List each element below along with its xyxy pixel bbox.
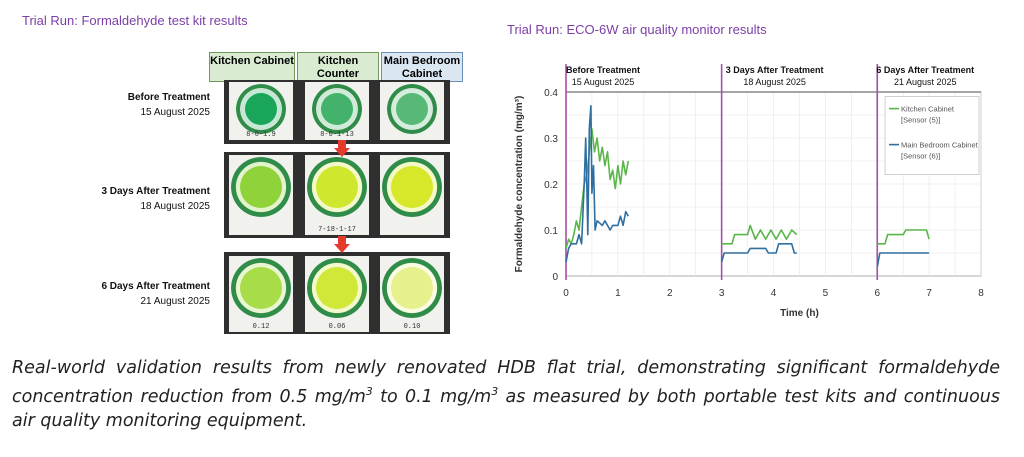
test-kit-card xyxy=(380,82,444,140)
arrow-down-icon xyxy=(334,244,350,253)
test-kit-solution xyxy=(387,263,437,313)
series-line xyxy=(876,252,930,267)
series-line xyxy=(721,224,798,245)
test-kit-solution xyxy=(387,162,437,212)
phase-label: 6 Days After Treatment xyxy=(876,65,974,75)
left-panel-title: Trial Run: Formaldehyde test kit results xyxy=(22,13,248,28)
test-kit-solution xyxy=(392,89,432,129)
test-kit-card: 8-0-1.9 xyxy=(229,82,293,140)
x-tick-label: 0 xyxy=(563,288,569,299)
x-axis-label: Time (h) xyxy=(780,308,819,319)
y-tick-label: 0.3 xyxy=(544,134,558,145)
arrow-down-icon xyxy=(334,148,350,157)
x-tick-label: 4 xyxy=(771,288,777,299)
card-handwritten-mark: 0.06 xyxy=(328,323,346,331)
phase-date: 18 August 2025 xyxy=(743,77,806,87)
row-date: 18 August 2025 xyxy=(140,201,210,212)
row-label-before: Before Treatment 15 August 2025 xyxy=(10,90,210,120)
test-kit-card: 0.10 xyxy=(380,256,444,332)
test-kit-solution xyxy=(312,162,362,212)
row-title: 3 Days After Treatment xyxy=(101,186,210,197)
y-tick-label: 0 xyxy=(552,272,558,283)
arrow-down-icon xyxy=(338,236,346,244)
card-handwritten-mark: 0.10 xyxy=(403,323,421,331)
x-tick-label: 8 xyxy=(978,288,984,299)
phase-date: 15 August 2025 xyxy=(572,77,635,87)
test-kit-card: 8-0-1-13 xyxy=(305,82,369,140)
caption-text-2: to 0.1 mg/m xyxy=(372,386,492,407)
y-axis-label: Formaldehyde concentration (mg/m³) xyxy=(514,96,525,273)
y-tick-label: 0.2 xyxy=(544,180,558,191)
formaldehyde-line-chart: 0 1 2 3 4 5 6 7 8 0 0.1 0.2 0.3 0.4 Time (h) Formaldehy… xyxy=(514,64,984,319)
column-header-main-bedroom-cabinet: Main Bedroom Cabinet xyxy=(381,52,463,82)
card-handwritten-mark: 8-0-1-13 xyxy=(320,131,354,139)
right-panel-title: Trial Run: ECO-6W air quality monitor re… xyxy=(507,22,767,37)
test-kit-card xyxy=(380,155,444,235)
test-kit-solution xyxy=(317,89,357,129)
caption-superscript: 3 xyxy=(365,385,373,398)
caption-text-1: Real-world validation results from newly… xyxy=(12,358,1000,407)
figure-caption: Real-world validation results from newly… xyxy=(12,356,1000,433)
x-tick-label: 5 xyxy=(823,288,829,299)
phase-label: Before Treatment xyxy=(566,65,640,75)
card-handwritten-mark: 8-0-1.9 xyxy=(246,131,276,139)
phase-date: 21 August 2025 xyxy=(894,77,957,87)
x-tick-label: 7 xyxy=(926,288,932,299)
legend-label: Main Bedroom Cabinet xyxy=(901,141,979,150)
x-tick-label: 6 xyxy=(874,288,880,299)
legend-label-sensor: [Sensor (5)] xyxy=(901,116,940,125)
y-tick-label: 0.4 xyxy=(544,88,558,99)
test-kit-solution xyxy=(236,162,286,212)
row-date: 15 August 2025 xyxy=(140,107,210,118)
test-kit-card: 7-18-1-17 xyxy=(305,155,369,235)
series-line xyxy=(877,229,930,245)
test-kit-solution xyxy=(312,263,362,313)
phase-label: 3 Days After Treatment xyxy=(726,65,824,75)
series-line xyxy=(565,128,630,249)
series-line xyxy=(565,105,629,263)
legend-label-sensor: [Sensor (6)] xyxy=(901,152,940,161)
card-handwritten-mark: 0.12 xyxy=(252,323,270,331)
row-date: 21 August 2025 xyxy=(140,296,210,307)
x-tick-label: 3 xyxy=(719,288,725,299)
legend-label: Kitchen Cabinet xyxy=(901,105,955,114)
test-kit-card xyxy=(229,155,293,235)
y-tick-label: 0.1 xyxy=(544,226,558,237)
legend-box xyxy=(884,96,980,175)
x-tick-label: 1 xyxy=(615,288,621,299)
test-kit-card: 0.12 xyxy=(229,256,293,332)
x-tick-label: 2 xyxy=(667,288,673,299)
test-kit-solution xyxy=(241,89,281,129)
test-kit-card: 0.06 xyxy=(305,256,369,332)
series-line xyxy=(720,243,797,263)
row-label-3days: 3 Days After Treatment 18 August 2025 xyxy=(10,184,210,214)
column-header-kitchen-cabinet: Kitchen Cabinet xyxy=(209,52,295,82)
card-handwritten-mark: 7-18-1-17 xyxy=(318,226,356,234)
row-label-6days: 6 Days After Treatment 21 August 2025 xyxy=(10,279,210,309)
row-title: 6 Days After Treatment xyxy=(101,281,210,292)
test-kit-solution xyxy=(236,263,286,313)
column-header-kitchen-counter: Kitchen Counter xyxy=(297,52,379,82)
caption-superscript: 3 xyxy=(491,385,499,398)
row-title: Before Treatment xyxy=(127,92,210,103)
arrow-down-icon xyxy=(338,140,346,148)
caption-text-3: as measured by both portable test kits a… xyxy=(12,386,1001,431)
